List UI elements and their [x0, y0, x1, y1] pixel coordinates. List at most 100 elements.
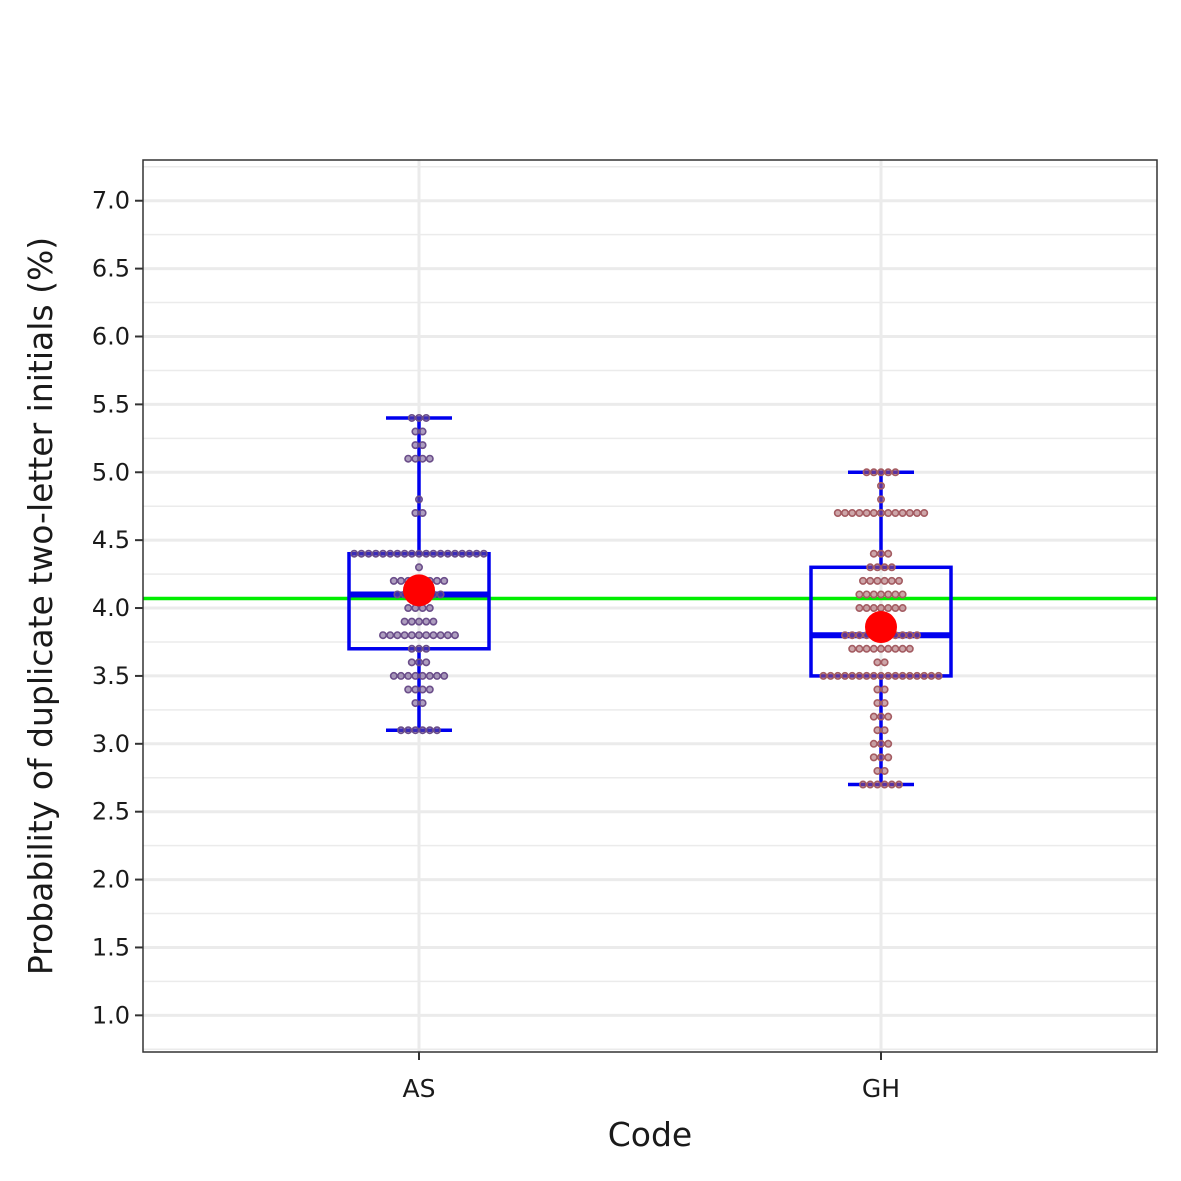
dots-gh: [819, 468, 943, 789]
data-point: [411, 508, 420, 517]
y-tick-label: 1.0: [92, 1001, 130, 1029]
data-point: [389, 671, 398, 680]
data-point: [869, 604, 878, 613]
data-point: [855, 644, 864, 653]
data-point: [876, 604, 885, 613]
data-point: [378, 549, 387, 558]
data-point: [891, 604, 900, 613]
data-point: [887, 563, 896, 572]
data-point: [364, 549, 373, 558]
data-point: [414, 617, 423, 626]
data-point: [404, 685, 413, 694]
data-point: [855, 590, 864, 599]
data-point: [357, 549, 366, 558]
data-point: [378, 631, 387, 640]
data-point: [386, 549, 395, 558]
data-point: [920, 508, 929, 517]
data-point: [848, 631, 857, 640]
mean-point-gh: [865, 611, 897, 644]
data-point: [866, 563, 875, 572]
data-point: [876, 671, 885, 680]
data-point: [418, 726, 427, 735]
data-point: [891, 590, 900, 599]
y-tick-label: 5.5: [92, 390, 130, 418]
x-axis: AS GH: [403, 1052, 900, 1103]
data-point: [407, 644, 416, 653]
data-point: [414, 644, 423, 653]
data-point: [411, 726, 420, 735]
data-point: [880, 726, 889, 735]
y-axis-title: Probability of duplicate two-letter init…: [21, 237, 60, 975]
data-point: [898, 671, 907, 680]
data-point: [393, 631, 402, 640]
data-point: [866, 576, 875, 585]
data-point: [833, 508, 842, 517]
data-point: [876, 590, 885, 599]
data-point: [880, 658, 889, 667]
data-point: [833, 671, 842, 680]
data-point: [880, 699, 889, 708]
y-tick-label: 7.0: [92, 187, 130, 215]
data-point: [450, 549, 459, 558]
data-point: [404, 454, 413, 463]
data-point: [876, 739, 885, 748]
data-point: [891, 671, 900, 680]
data-point: [898, 604, 907, 613]
data-point: [411, 685, 420, 694]
data-point: [422, 413, 431, 422]
data-point: [840, 671, 849, 680]
data-point: [840, 631, 849, 640]
data-point: [422, 549, 431, 558]
data-point: [418, 427, 427, 436]
data-point: [414, 549, 423, 558]
data-point: [840, 508, 849, 517]
data-point: [350, 549, 359, 558]
data-point: [894, 576, 903, 585]
data-point: [414, 495, 423, 504]
data-point: [411, 699, 420, 708]
data-point: [386, 631, 395, 640]
data-point: [887, 780, 896, 789]
data-point: [880, 563, 889, 572]
data-point: [876, 753, 885, 762]
data-point: [472, 549, 481, 558]
data-point: [866, 780, 875, 789]
data-point: [862, 508, 871, 517]
data-point: [873, 726, 882, 735]
data-point: [429, 549, 438, 558]
data-point: [873, 658, 882, 667]
data-point: [869, 739, 878, 748]
y-tick-label: 1.5: [92, 933, 130, 961]
data-point: [876, 481, 885, 490]
data-point: [443, 549, 452, 558]
data-point: [450, 631, 459, 640]
data-point: [440, 576, 449, 585]
data-point: [884, 508, 893, 517]
data-point: [884, 739, 893, 748]
data-point: [880, 576, 889, 585]
data-point: [858, 780, 867, 789]
data-point: [436, 590, 445, 599]
data-point: [869, 712, 878, 721]
data-point: [371, 549, 380, 558]
data-point: [898, 644, 907, 653]
data-point: [934, 671, 943, 680]
data-point: [414, 413, 423, 422]
data-point: [429, 631, 438, 640]
y-tick-label: 2.5: [92, 798, 130, 826]
data-point: [884, 468, 893, 477]
data-point: [876, 644, 885, 653]
data-point: [425, 685, 434, 694]
data-point: [869, 753, 878, 762]
data-point: [927, 671, 936, 680]
data-point: [848, 671, 857, 680]
data-point: [873, 563, 882, 572]
data-point: [411, 671, 420, 680]
data-point: [905, 631, 914, 640]
data-point: [873, 576, 882, 585]
data-point: [396, 671, 405, 680]
data-point: [400, 617, 409, 626]
data-point: [884, 712, 893, 721]
data-point: [400, 549, 409, 558]
data-point: [855, 604, 864, 613]
